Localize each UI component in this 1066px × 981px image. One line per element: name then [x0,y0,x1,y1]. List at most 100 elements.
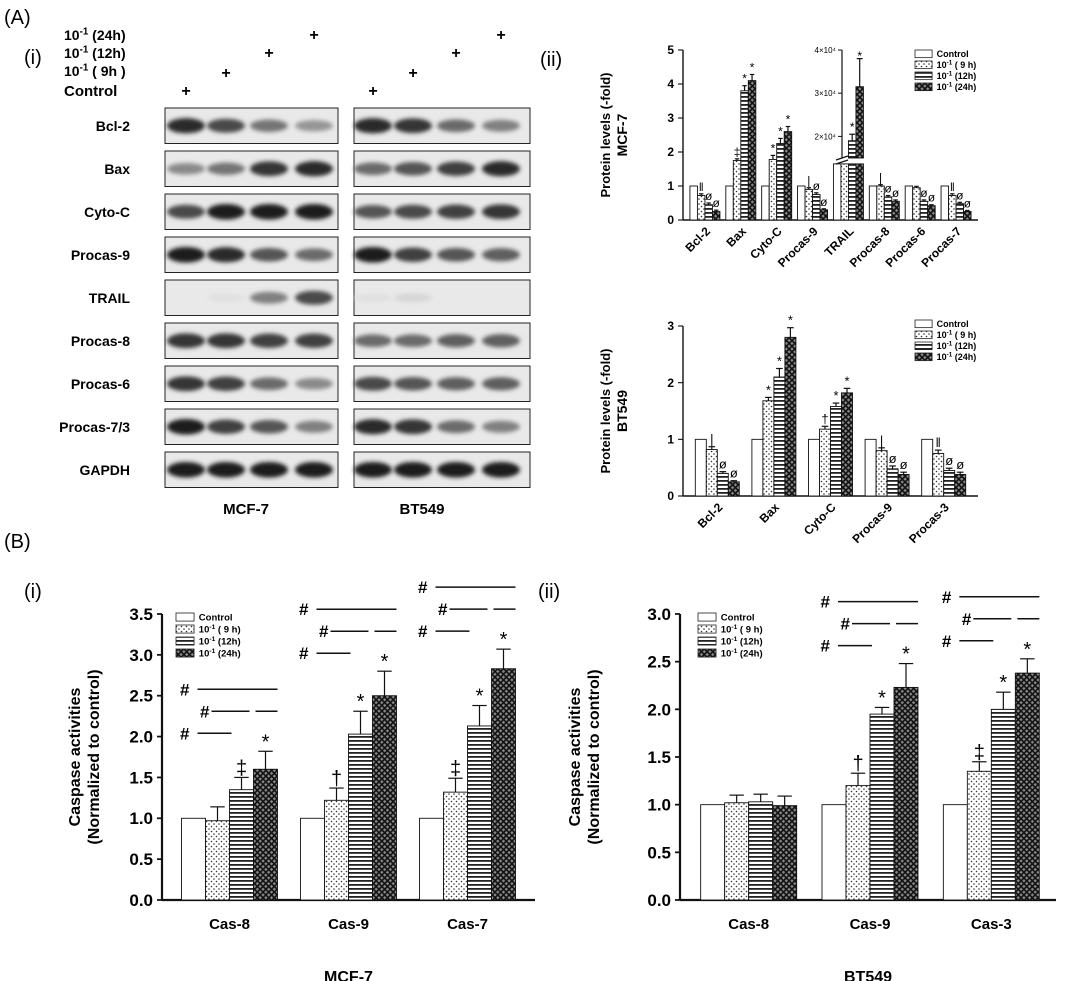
blot-band [207,247,245,263]
bar [855,163,864,221]
treatment-label-0: 10-1 (24h) [64,26,126,43]
bar [927,205,936,221]
bar [875,450,888,497]
legend-swatch [914,330,933,340]
blot-band [394,204,432,219]
legend-swatch [697,612,717,622]
significance-mark: † [852,753,863,775]
legend-label: 10-1 ( 9 h) [199,624,241,636]
hash-mark: # [180,680,190,699]
significance-mark: ø [730,466,738,481]
bar [724,802,750,901]
significance-mark: ø [889,451,897,466]
significance-mark: * [833,388,838,403]
blot-band [207,461,245,478]
plus-sign: + [264,45,273,62]
bar [869,713,895,901]
significance-mark: * [999,672,1007,694]
significance-mark: ‡ [734,145,741,159]
legend-label: 10-1 ( 9 h) [721,624,763,636]
blot-band [250,161,288,177]
blot-band [482,161,520,177]
blot-band [354,162,392,176]
y-tick-label: 0.0 [129,891,153,910]
inset-bar [855,86,864,159]
inset-bar [847,140,857,159]
bar [912,187,921,221]
y-tick-label: 2.5 [129,687,153,706]
bar [963,211,972,221]
blot-panel [353,322,531,359]
bar [797,185,806,221]
plus-sign: + [408,65,417,82]
legend-label: 10-1 (24h) [937,82,977,93]
legend-swatch [697,624,717,634]
bar [891,200,900,221]
significance-mark: ø [705,189,713,203]
hash-mark: # [841,615,851,634]
protein-label: Procas-7/3 [59,419,130,435]
protein-label: Procas-9 [71,247,130,263]
bar [776,143,785,221]
bar [832,163,842,221]
hash-mark: # [821,593,831,612]
legend-swatch [175,648,195,658]
blot-panel [164,279,339,316]
legend-swatch [175,612,195,622]
bar [704,204,713,221]
legend-label: 10-1 (12h) [721,636,763,648]
blot-band [295,461,333,478]
bar [491,668,516,901]
bar [819,428,831,497]
blot-band [167,118,205,134]
bar [883,196,893,221]
y-tick-label: 0.5 [129,850,153,869]
hash-mark: # [962,610,972,629]
blot-band [482,204,520,220]
bar [727,481,740,497]
legend-label: 10-1 (12h) [937,341,977,352]
cell-line-label-bt549: BT549 [399,501,444,518]
legend-label: Control [937,319,969,329]
bar [943,470,956,497]
significance-mark: | [879,171,882,185]
bar [716,472,729,497]
significance-mark: * [850,120,855,134]
blot-band [437,204,475,219]
y-tick-label: 2.0 [647,700,671,719]
y-tick-label: 3 [667,111,674,125]
plus-sign: + [181,83,190,100]
hash-mark: # [299,600,309,619]
protein-label: Bcl-2 [96,118,130,134]
blot-band [354,419,392,435]
significance-mark: * [742,72,747,86]
category-label: Cas-9 [850,916,891,933]
significance-mark: ‖ [936,435,941,450]
blot-band [167,162,205,175]
bar [700,804,726,901]
legend-swatch [914,82,933,92]
blot-band [207,118,245,133]
inset-tick-label: 4×10⁴ [815,46,837,55]
blot-band [207,333,245,349]
bar [847,163,857,221]
significance-mark: * [357,691,365,713]
legend-label: 10-1 ( 9 h) [937,330,977,341]
blot-band [437,119,475,133]
category-label: Bax [757,500,783,526]
significance-mark: | [880,433,883,448]
significance-mark: * [500,629,508,651]
bar [845,785,871,901]
bar [886,468,899,497]
cell-line-side-label: MCF-7 [614,113,630,156]
blot-band [295,248,333,262]
significance-mark: ‡ [974,742,985,764]
legend-swatch [914,319,933,329]
axis-break [835,155,849,161]
significance-mark: ø [956,457,964,472]
y-tick-label: 2.5 [647,653,671,672]
bar [954,474,967,497]
